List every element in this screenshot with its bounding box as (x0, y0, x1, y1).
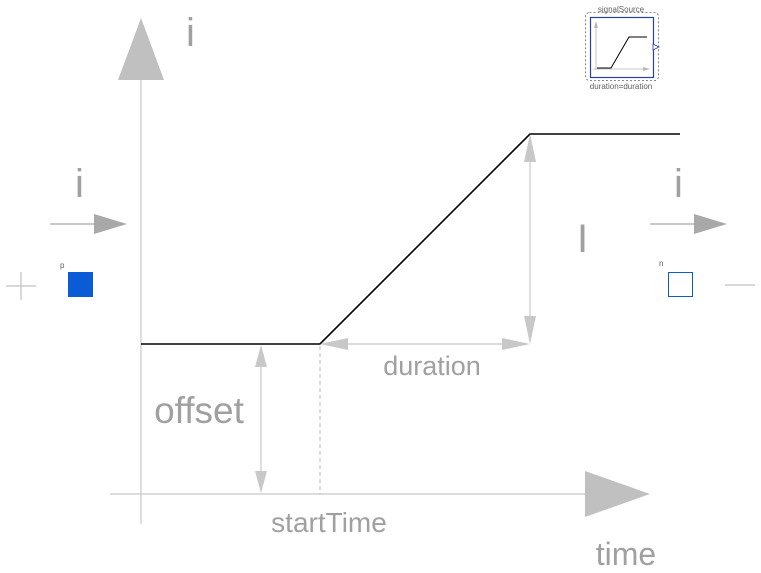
height-label: I (577, 217, 588, 261)
negative-pin[interactable] (668, 272, 693, 297)
duration-dimension (320, 338, 530, 350)
input-current-arrow (50, 214, 127, 234)
axes (110, 18, 650, 524)
offset-dimension (255, 345, 267, 493)
offset-label: offset (154, 390, 245, 431)
plus-sign (6, 272, 36, 300)
signal-source-icon[interactable]: signalSource duration=duration (585, 5, 660, 91)
height-dimension (524, 134, 536, 344)
negative-pin-label: n (659, 259, 663, 268)
duration-label: duration (383, 351, 481, 381)
signal-source-icon-parameter: duration=duration (590, 82, 653, 91)
positive-pin[interactable] (68, 272, 93, 297)
signal-source-icon-name: signalSource (598, 5, 645, 14)
y-axis-arrowhead (118, 18, 164, 80)
output-current-label: i (674, 162, 683, 206)
input-current-label: i (75, 162, 84, 206)
time-axis-label: time (596, 536, 656, 572)
start-time-label: startTime (271, 507, 387, 538)
signal-source-icon-output (652, 43, 660, 51)
output-current-arrow (650, 214, 727, 234)
time-axis-arrowhead (585, 471, 650, 517)
signal-source-icon-ramp (597, 36, 647, 69)
y-axis-label: i (186, 11, 195, 55)
positive-pin-label: p (60, 261, 65, 270)
ramp-signal (141, 133, 680, 345)
